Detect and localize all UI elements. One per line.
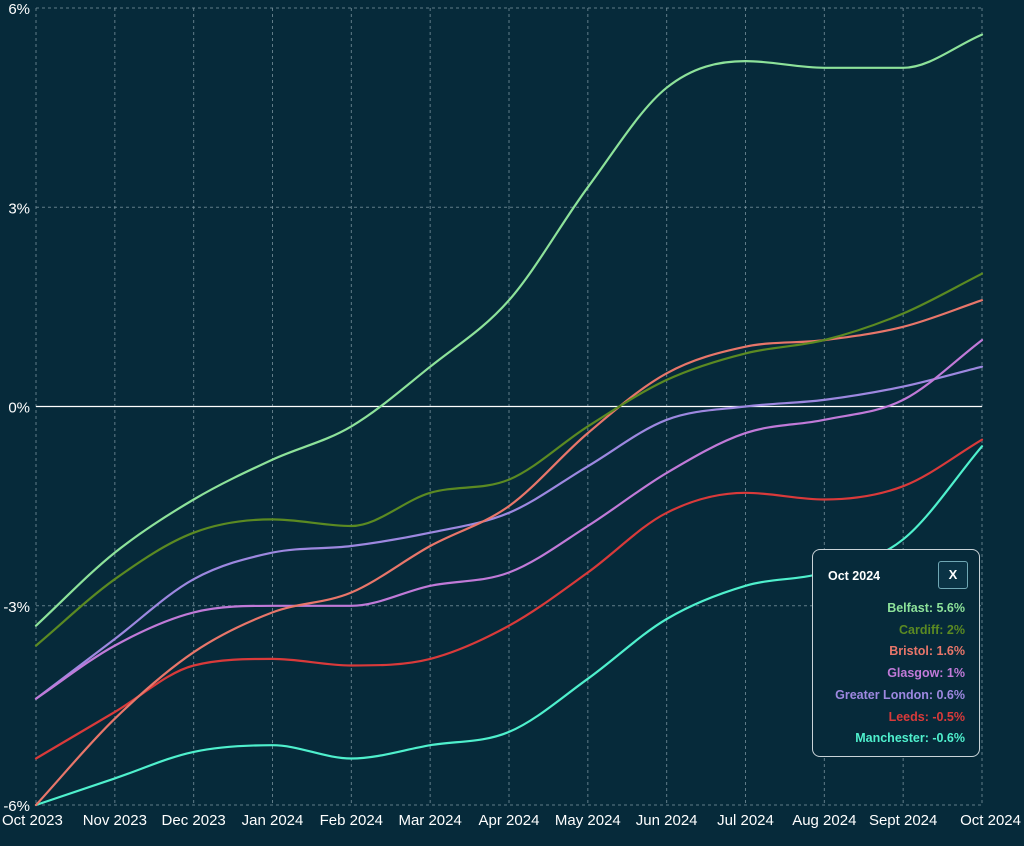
series-line-cardiff (34, 272, 984, 647)
x-axis-ticks: Oct 2023 Nov 2023 Dec 2023 Jan 2024 Feb 2024… (2, 812, 1021, 829)
tooltip-row: Bristol: 1.6% (889, 644, 965, 659)
tooltip-rows: Belfast: 5.6% Cardiff: 2% Bristol: 1.6% Gla… (835, 598, 965, 750)
x-tick-label: Feb 2024 (320, 812, 383, 829)
x-tick-label: Mar 2024 (398, 812, 461, 829)
x-tick-label: Oct 2024 (960, 812, 1021, 829)
tooltip-row: Cardiff: 2% (899, 622, 965, 637)
y-tick-label: 3% (8, 200, 30, 217)
series-line-leeds (34, 438, 984, 760)
tooltip-row: Manchester: -0.6% (855, 731, 965, 746)
y-tick-label: -3% (3, 599, 30, 616)
tooltip-close-button[interactable]: X (938, 561, 968, 589)
y-tick-label: 0% (8, 400, 30, 417)
tooltip: Oct 2024 X Belfast: 5.6% Cardiff: 2% Brist… (812, 549, 980, 757)
x-tick-label: Sept 2024 (869, 812, 937, 829)
grid-layer (35, 7, 983, 806)
tooltip-title: Oct 2024 (828, 569, 881, 583)
x-tick-label: May 2024 (555, 812, 621, 829)
y-tick-label: -6% (3, 798, 30, 815)
x-tick-label: Dec 2023 (162, 812, 226, 829)
tooltip-row: Belfast: 5.6% (887, 601, 965, 615)
x-tick-label: Jun 2024 (636, 812, 698, 829)
x-tick-label: Apr 2024 (479, 812, 540, 829)
x-tick-label: Nov 2023 (83, 812, 147, 829)
x-tick-label: Jan 2024 (242, 812, 304, 829)
series-line-greater-london (34, 365, 984, 700)
x-tick-label: Jul 2024 (717, 812, 774, 829)
tooltip-row: Greater London: 0.6% (835, 687, 965, 702)
tooltip-row: Leeds: -0.5% (888, 709, 965, 724)
series-line-belfast (34, 33, 984, 627)
series-line-glasgow (34, 339, 984, 700)
x-tick-label: Aug 2024 (792, 812, 856, 829)
y-axis-ticks: 6% 3% 0% -3% -6% (3, 1, 30, 815)
y-tick-label: 6% (8, 1, 30, 18)
tooltip-row: Glasgow: 1% (887, 666, 965, 681)
x-tick-label: Oct 2023 (2, 812, 63, 829)
